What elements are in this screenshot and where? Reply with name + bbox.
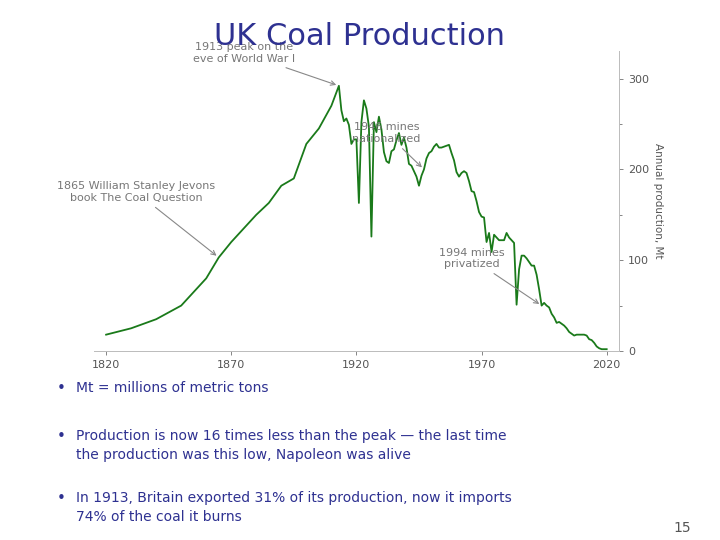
Text: 1946 mines
nationalized: 1946 mines nationalized — [352, 123, 421, 166]
Text: Production is now 16 times less than the peak — the last time
the production was: Production is now 16 times less than the… — [76, 429, 506, 462]
Text: 1994 mines
privatized: 1994 mines privatized — [438, 248, 539, 303]
Text: 1865 William Stanley Jevons
book The Coal Question: 1865 William Stanley Jevons book The Coa… — [57, 181, 215, 255]
Text: UK Coal Production: UK Coal Production — [215, 22, 505, 51]
Text: In 1913, Britain exported 31% of its production, now it imports
74% of the coal : In 1913, Britain exported 31% of its pro… — [76, 491, 511, 524]
Text: 15: 15 — [674, 521, 691, 535]
Text: •: • — [57, 429, 66, 444]
Text: Mt = millions of metric tons: Mt = millions of metric tons — [76, 381, 268, 395]
Text: •: • — [57, 491, 66, 507]
Text: •: • — [57, 381, 66, 396]
Y-axis label: Annual production, Mt: Annual production, Mt — [653, 144, 663, 259]
Text: 1913 peak on the
eve of World War I: 1913 peak on the eve of World War I — [193, 43, 335, 85]
